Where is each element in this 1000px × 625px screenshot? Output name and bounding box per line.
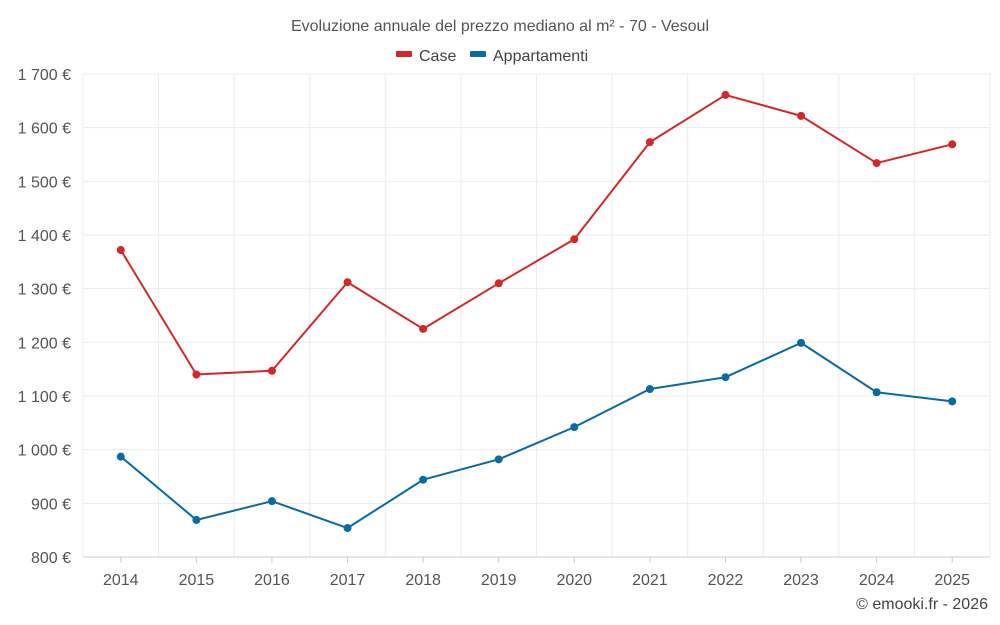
y-tick-label: 1 100 € (18, 389, 71, 406)
data-point-appartamenti[interactable] (494, 455, 503, 464)
legend-label-appartamenti: Appartamenti (493, 48, 588, 65)
data-point-appartamenti[interactable] (645, 385, 654, 394)
legend-label-case: Case (419, 48, 456, 65)
legend-swatch-case (396, 51, 412, 57)
series-layer (116, 90, 957, 533)
y-tick-label: 1 400 € (18, 228, 71, 245)
data-point-appartamenti[interactable] (948, 397, 957, 406)
data-point-appartamenti[interactable] (192, 515, 201, 524)
x-tick-label: 2024 (859, 572, 895, 589)
data-point-appartamenti[interactable] (797, 338, 806, 347)
data-point-case[interactable] (872, 159, 881, 168)
data-point-appartamenti[interactable] (267, 497, 276, 506)
legend-item-case[interactable]: Case (396, 48, 456, 65)
legend-swatch-appartamenti (470, 51, 486, 57)
data-point-case[interactable] (570, 235, 579, 244)
series-line-appartamenti (120, 341, 953, 530)
y-tick-label: 1 300 € (18, 282, 71, 299)
y-tick-label: 1 700 € (18, 67, 71, 84)
data-point-appartamenti[interactable] (343, 524, 352, 533)
chart-title: Evoluzione annuale del prezzo mediano al… (291, 18, 709, 35)
data-point-case[interactable] (419, 324, 428, 333)
y-tick-label: 1 000 € (18, 443, 71, 460)
x-tick-label: 2021 (632, 572, 668, 589)
legend-item-appartamenti[interactable]: Appartamenti (470, 48, 588, 65)
x-tick-label: 2016 (254, 572, 290, 589)
data-point-case[interactable] (267, 366, 276, 375)
data-point-case[interactable] (343, 278, 352, 287)
y-tick-label: 1 600 € (18, 121, 71, 138)
y-tick-label: 1 200 € (18, 335, 71, 352)
y-tick-label: 900 € (31, 496, 71, 513)
data-point-case[interactable] (494, 279, 503, 288)
x-tick-label: 2019 (481, 572, 517, 589)
x-tick-label: 2025 (934, 572, 970, 589)
y-axis: 800 € 900 € 1 000 € 1 100 € 1 200 € 1 300 € 1 … (18, 67, 71, 567)
data-point-appartamenti[interactable] (872, 388, 881, 397)
x-tick-label: 2022 (708, 572, 744, 589)
x-tick-label: 2014 (103, 572, 139, 589)
x-tick-label: 2020 (556, 572, 592, 589)
grid (82, 73, 991, 558)
x-tick-label: 2018 (405, 572, 441, 589)
data-point-appartamenti[interactable] (570, 423, 579, 432)
x-tick-label: 2023 (783, 572, 819, 589)
data-point-appartamenti[interactable] (419, 475, 428, 484)
series-line-case (119, 93, 953, 376)
data-point-case[interactable] (645, 138, 654, 147)
data-point-case[interactable] (192, 370, 201, 379)
x-tick-label: 2017 (330, 572, 366, 589)
y-tick-label: 1 500 € (18, 174, 71, 191)
y-tick-label: 800 € (31, 550, 71, 567)
data-point-appartamenti[interactable] (116, 452, 125, 461)
data-point-case[interactable] (948, 140, 957, 149)
x-tick-label: 2015 (179, 572, 215, 589)
data-point-case[interactable] (797, 111, 806, 120)
data-point-case[interactable] (721, 90, 730, 99)
credit: © emooki.fr - 2026 (856, 596, 988, 613)
data-point-case[interactable] (116, 246, 125, 255)
x-axis: 2014 2015 2016 2017 2018 2019 2020 2021 2022 2023… (83, 556, 990, 589)
legend: Case Appartamenti (396, 48, 588, 65)
data-point-appartamenti[interactable] (721, 373, 730, 382)
